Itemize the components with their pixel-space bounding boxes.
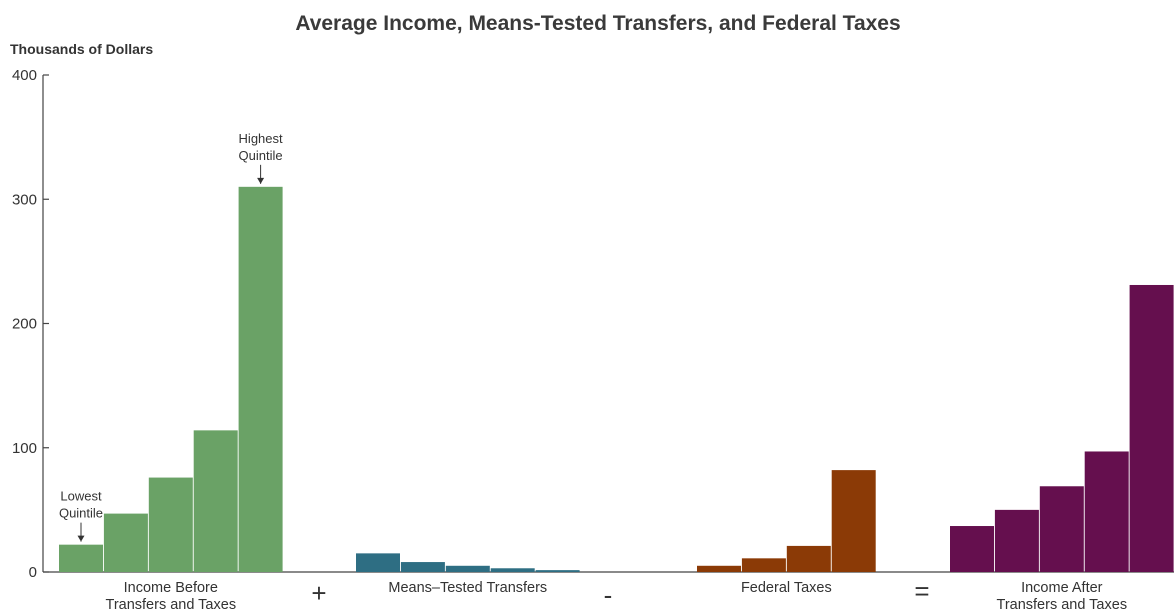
group-label: Income After Transfers and Taxes: [997, 580, 1128, 612]
chart-title: Average Income, Means-Tested Transfers, …: [295, 12, 900, 35]
group-label: Federal Taxes: [741, 580, 832, 596]
y-tick-label: 300: [12, 191, 37, 208]
y-tick-label: 0: [29, 564, 37, 581]
y-tick-label: 100: [12, 440, 37, 457]
bar: [193, 430, 238, 572]
group-label-line: Transfers and Taxes: [997, 597, 1128, 612]
bar: [1039, 486, 1084, 572]
annotation-label: Lowest Quintile: [59, 489, 103, 521]
bar: [786, 545, 831, 572]
group-label-line: Transfers and Taxes: [106, 597, 237, 612]
group-label-line: Income Before: [124, 580, 218, 596]
bar: [1129, 284, 1174, 572]
group-label-line: Income After: [1021, 580, 1103, 596]
annotation-line: Quintile: [59, 506, 103, 521]
bar: [831, 470, 876, 572]
bar: [445, 565, 490, 572]
bar: [490, 568, 535, 572]
bar: [59, 544, 103, 572]
group-label: Means–Tested Transfers: [388, 580, 547, 596]
annotation-line: Highest: [239, 131, 283, 146]
annotation-line: Quintile: [239, 148, 283, 163]
bar: [103, 513, 148, 572]
bar: [994, 509, 1039, 572]
bar: [148, 477, 193, 572]
annotation-arrow-head: [257, 177, 265, 184]
bar: [356, 553, 400, 572]
operator-symbol: +: [311, 578, 326, 608]
operator-symbol: =: [914, 576, 929, 606]
bar: [697, 565, 741, 572]
bar: [400, 562, 445, 572]
operator-symbol: -: [604, 580, 613, 610]
group-label: Income Before Transfers and Taxes: [106, 580, 237, 612]
y-tick-label: 400: [12, 67, 37, 84]
bar: [1084, 451, 1129, 572]
bar: [741, 558, 786, 572]
y-tick-label: 200: [12, 316, 37, 333]
annotation-label: Highest Quintile: [239, 131, 283, 163]
annotation-line: Lowest: [60, 489, 102, 504]
bar: [950, 526, 994, 572]
group-label-line: Means–Tested Transfers: [388, 580, 547, 596]
y-axis-label: Thousands of Dollars: [10, 41, 153, 57]
annotation-arrow-head: [77, 535, 85, 542]
group-label-line: Federal Taxes: [741, 580, 832, 596]
bar: [238, 186, 283, 572]
bar: [535, 570, 580, 572]
